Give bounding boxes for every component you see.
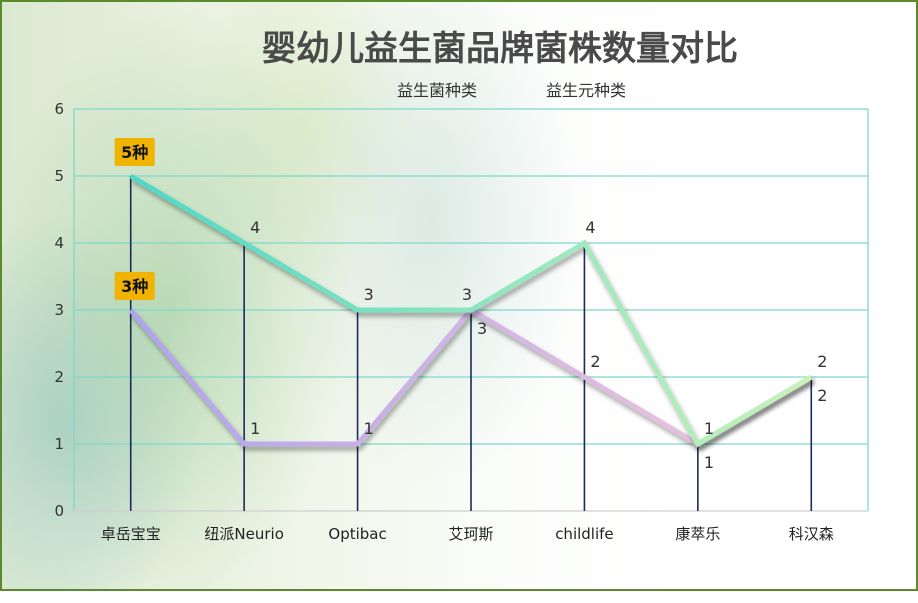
x-tick-label: 纽派Neurio	[204, 525, 283, 543]
data-label: 1	[250, 419, 260, 438]
y-tick-label: 3	[54, 301, 64, 319]
legend-label: 益生元种类	[546, 81, 626, 100]
line-chart: 婴幼儿益生菌品牌菌株数量对比 益生菌种类 益生元种类 0 1 2 3 4 5 6 卓岳宝宝 纽派N…	[54, 29, 869, 543]
data-label: 2	[590, 352, 600, 371]
data-label: 4	[585, 218, 595, 237]
data-label: 3	[462, 285, 472, 304]
plot-area: 0 1 2 3 4 5 6 卓岳宝宝 纽派Neurio Optibac 艾珂斯 childlife 康萃…	[54, 100, 869, 543]
x-tick-label: 艾珂斯	[448, 525, 493, 543]
x-tick-label: 科汉森	[789, 525, 834, 543]
y-tick-label: 0	[54, 502, 64, 520]
callout-label: 5种	[121, 143, 148, 162]
legend: 益生菌种类 益生元种类	[346, 81, 626, 100]
chart-title: 婴幼儿益生菌品牌菌株数量对比	[262, 29, 738, 69]
data-label: 2	[817, 352, 827, 371]
x-tick-label: childlife	[555, 525, 613, 543]
y-tick-label: 6	[54, 100, 64, 118]
data-label: 1	[704, 453, 714, 472]
y-tick-label: 2	[54, 368, 64, 386]
y-tick-label: 4	[54, 234, 64, 252]
data-label: 2	[817, 386, 827, 405]
series-line-probiotic	[129, 173, 813, 448]
data-label: 3	[364, 285, 374, 304]
legend-label: 益生菌种类	[397, 81, 477, 100]
x-tick-label: 卓岳宝宝	[101, 525, 161, 543]
y-tick-label: 5	[54, 167, 64, 185]
data-label: 1	[704, 419, 714, 438]
x-tick-label: Optibac	[328, 525, 386, 543]
data-label: 4	[250, 218, 260, 237]
callout-label: 3种	[121, 277, 148, 296]
data-label: 3	[477, 319, 487, 338]
callout-badge	[114, 272, 155, 300]
callout-badge	[114, 138, 155, 166]
y-tick-label: 1	[54, 435, 64, 453]
data-label: 1	[364, 419, 374, 438]
x-tick-label: 康萃乐	[675, 525, 720, 543]
